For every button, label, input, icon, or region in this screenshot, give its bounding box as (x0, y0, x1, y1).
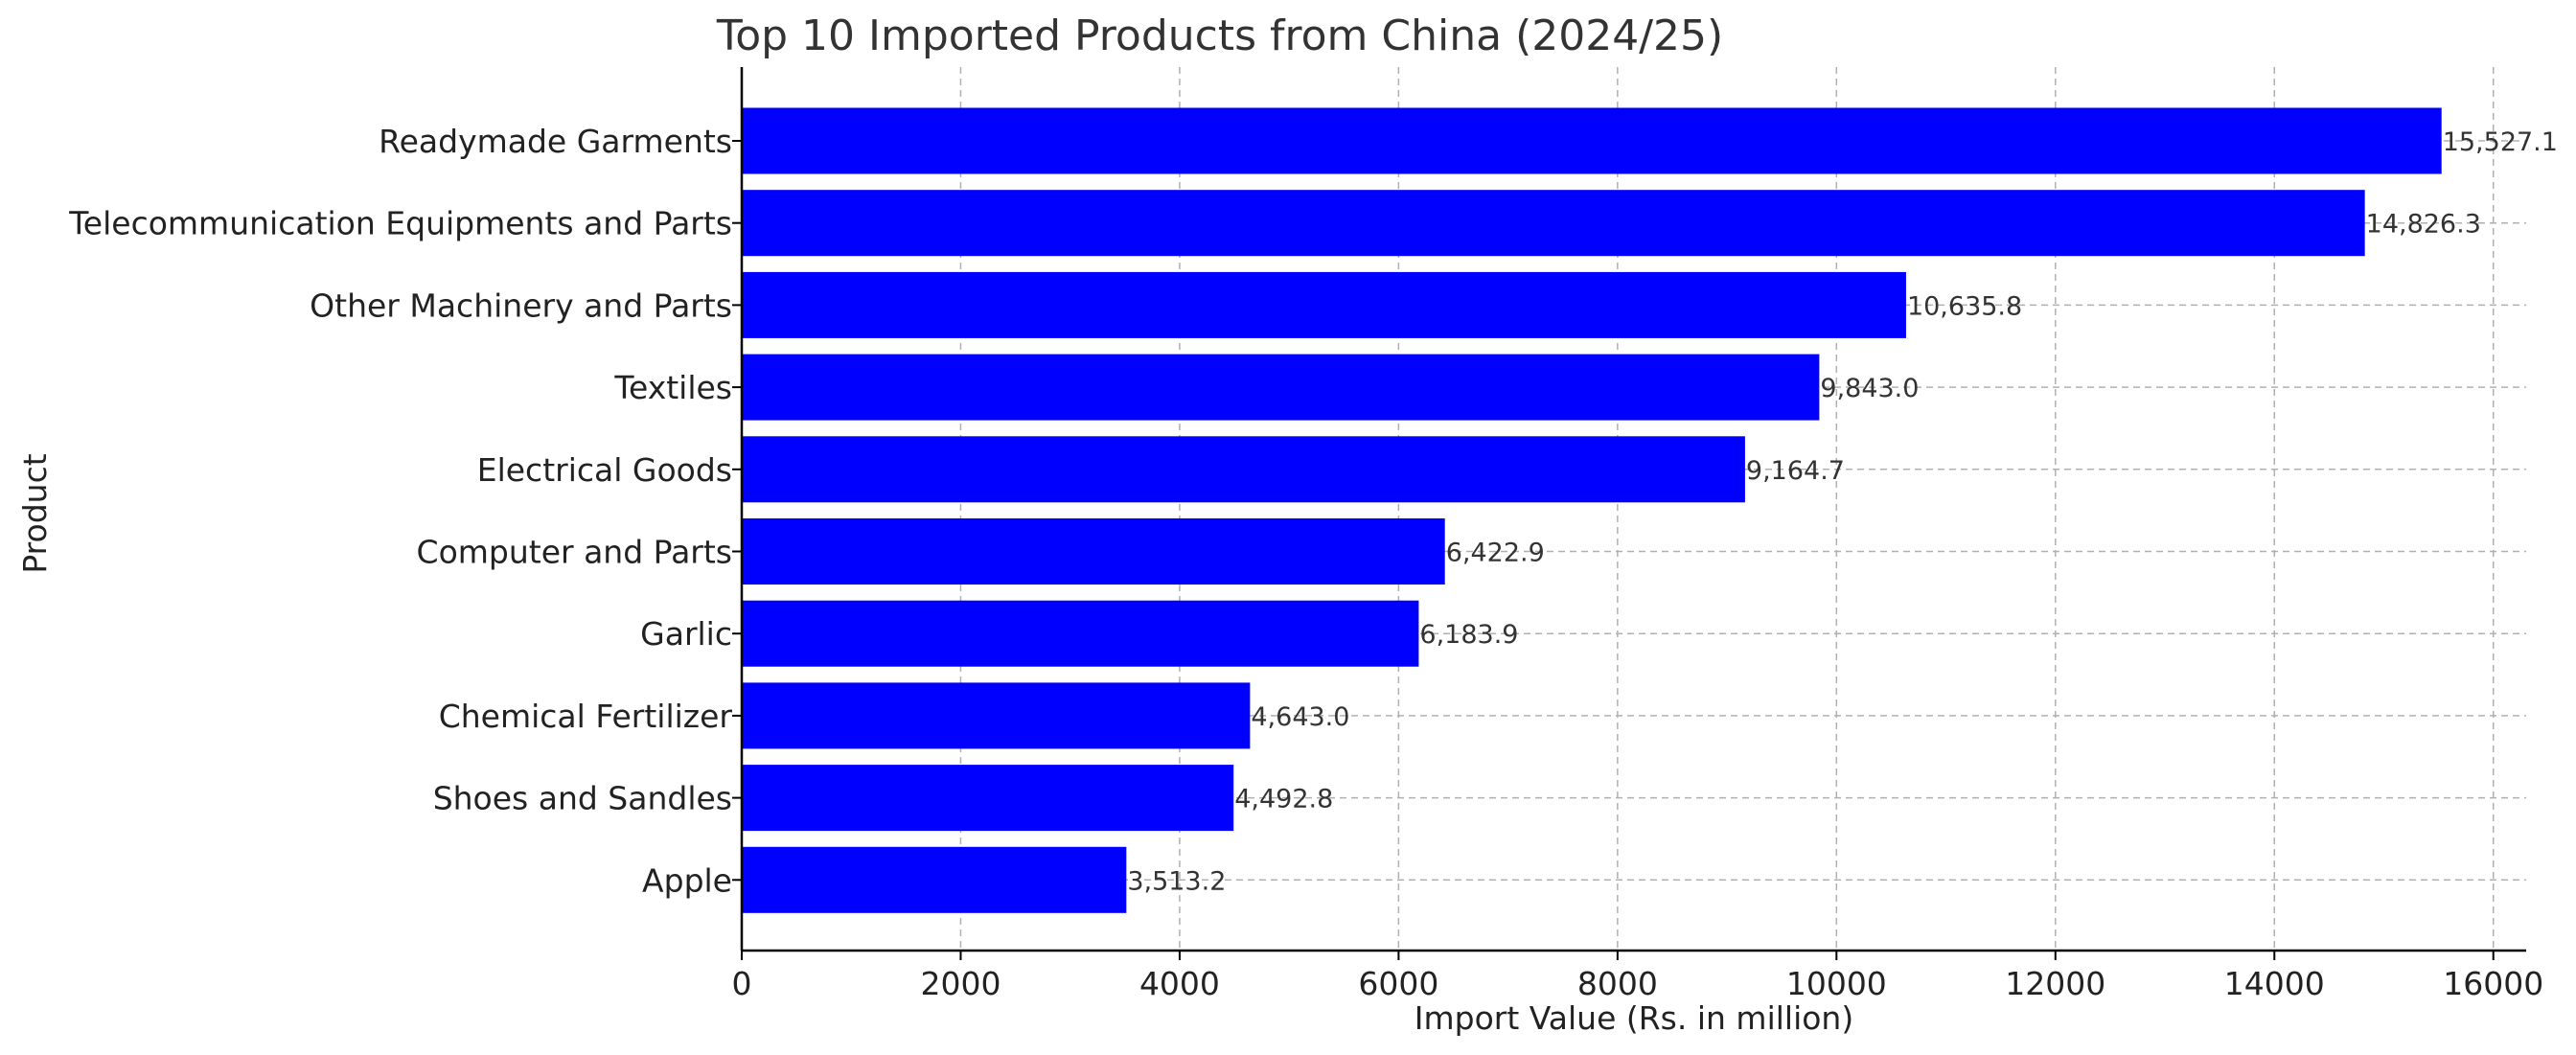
value-label: 4,643.0 (1251, 702, 1349, 732)
x-tick-label: 4000 (1139, 965, 1220, 1002)
y-tick-label: Telecommunication Equipments and Parts (68, 205, 732, 242)
y-tick-label: Chemical Fertilizer (439, 698, 733, 735)
y-tick-label: Other Machinery and Parts (310, 287, 732, 324)
x-tick-label: 6000 (1358, 965, 1438, 1002)
value-label: 4,492.8 (1234, 785, 1333, 814)
value-labels: 15,527.1 14,826.3 10,635.8 9,843.0 9,164.7 6,… (1127, 127, 2558, 896)
x-tick-label: 2000 (920, 965, 1000, 1002)
bar (742, 682, 1251, 749)
bar (742, 846, 1127, 913)
x-tick-label: 8000 (1577, 965, 1658, 1002)
chart-title: Top 10 Imported Products from China (202… (716, 11, 1723, 60)
value-label: 9,164.7 (1746, 456, 1845, 486)
value-label: 6,183.9 (1419, 620, 1518, 650)
y-tick-label: Apple (642, 861, 732, 899)
x-tick-label: 10000 (1786, 965, 1887, 1002)
bar (742, 354, 1820, 421)
value-label: 6,422.9 (1446, 539, 1545, 568)
y-tick-label: Electrical Goods (477, 451, 732, 489)
bar (742, 600, 1419, 667)
y-tick-label: Shoes and Sandles (433, 780, 732, 817)
bar (742, 271, 1906, 338)
x-tick-label: 16000 (2443, 965, 2543, 1002)
y-tick-label: Textiles (613, 369, 732, 406)
value-label: 9,843.0 (1820, 374, 1919, 403)
y-tick-label: Computer and Parts (417, 534, 732, 571)
x-tick-label: 14000 (2224, 965, 2325, 1002)
x-tick-label: 12000 (2005, 965, 2105, 1002)
y-tick-label: Garlic (640, 615, 732, 653)
value-label: 14,826.3 (2366, 210, 2481, 240)
bars (742, 107, 2442, 913)
bar (742, 190, 2365, 257)
value-label: 10,635.8 (1907, 291, 2022, 321)
x-axis-tick-labels: 0 2000 4000 6000 8000 10000 12000 14000 16000 (732, 951, 2543, 1002)
y-axis-label: Product (16, 453, 54, 573)
bar (742, 765, 1234, 832)
y-axis-tick-labels: Readymade Garments Telecommunication Equi… (68, 123, 742, 899)
bar (742, 518, 1445, 585)
value-label: 15,527.1 (2443, 127, 2558, 157)
bar (742, 107, 2442, 174)
value-label: 3,513.2 (1127, 866, 1226, 896)
bar (742, 436, 1745, 503)
x-axis-label: Import Value (Rs. in million) (1414, 999, 1853, 1037)
y-tick-label: Readymade Garments (379, 123, 732, 160)
x-tick-label: 0 (732, 965, 752, 1002)
